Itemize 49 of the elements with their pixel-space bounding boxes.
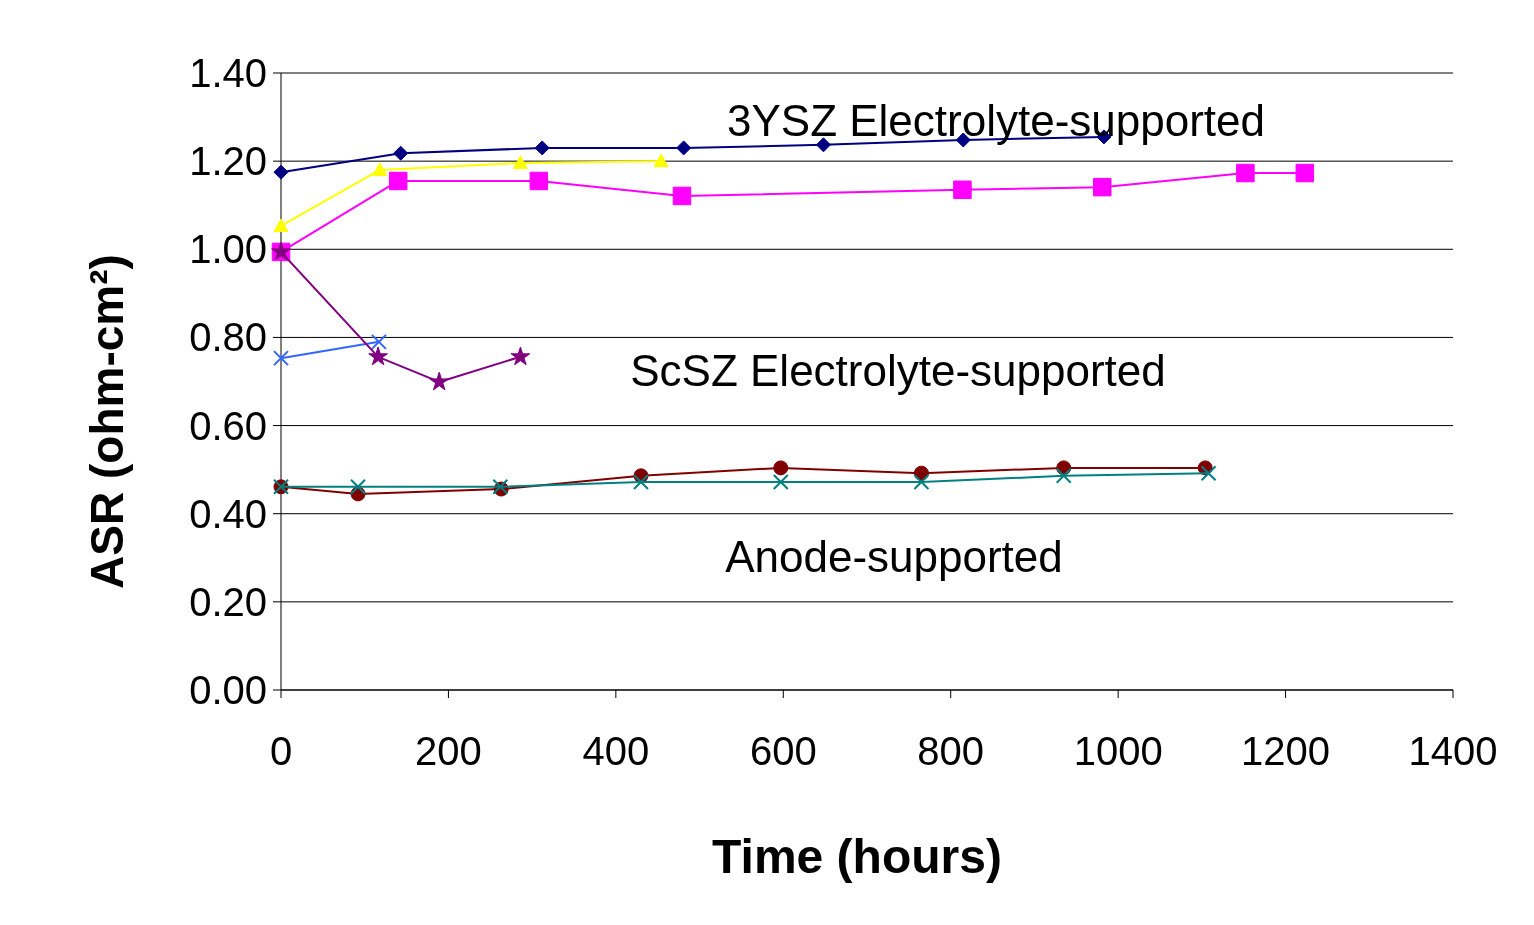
point (388, 171, 408, 191)
point (676, 140, 692, 156)
point (510, 346, 531, 366)
point (815, 137, 831, 153)
y-tick-label: 0.00 (189, 668, 267, 712)
point (512, 155, 528, 170)
point (672, 186, 692, 206)
point (1295, 163, 1315, 183)
y-tick-label: 1.00 (189, 227, 267, 272)
annotation: 3YSZ Electrolyte-supported (726, 96, 1266, 146)
point (429, 371, 450, 391)
x-tick-label: 1000 (1073, 729, 1163, 773)
x-tick-label: 1200 (1241, 729, 1331, 773)
x-tick-label: 200 (415, 729, 482, 773)
point (370, 333, 387, 350)
x-tick-label: 1400 (1408, 729, 1498, 773)
y-tick-label: 0.80 (189, 315, 267, 360)
annotation: ScSZ Electrolyte-supported (630, 346, 1166, 396)
point (1200, 465, 1217, 482)
point (953, 180, 972, 200)
point (273, 218, 289, 233)
point (529, 171, 549, 191)
point (273, 164, 289, 180)
point (1055, 467, 1072, 484)
point (632, 473, 649, 490)
point (653, 153, 669, 168)
y-axis-title: ASR (ohm-cm²) (81, 254, 133, 589)
point (913, 473, 930, 490)
point (372, 162, 388, 177)
point (1092, 177, 1112, 197)
point (772, 473, 789, 490)
x-tick-label: 800 (917, 729, 985, 773)
x-tick-label: 400 (582, 729, 650, 773)
point (534, 140, 550, 156)
point (350, 478, 367, 495)
point (773, 460, 789, 476)
x-tick-label: 600 (749, 729, 817, 773)
y-tick-label: 0.20 (189, 579, 267, 624)
y-tick-label: 1.20 (189, 139, 267, 184)
y-tick-label: 0.60 (189, 403, 267, 448)
x-tick-label: 0 (269, 729, 293, 773)
x-axis-title: Time (hours) (712, 830, 1002, 883)
point (273, 350, 289, 367)
y-tick-label: 0.40 (189, 491, 267, 536)
point (368, 346, 388, 366)
point (393, 145, 409, 161)
y-tick-label: 1.40 (189, 51, 267, 95)
point (1236, 163, 1255, 183)
annotation: Anode-supported (725, 532, 1063, 582)
